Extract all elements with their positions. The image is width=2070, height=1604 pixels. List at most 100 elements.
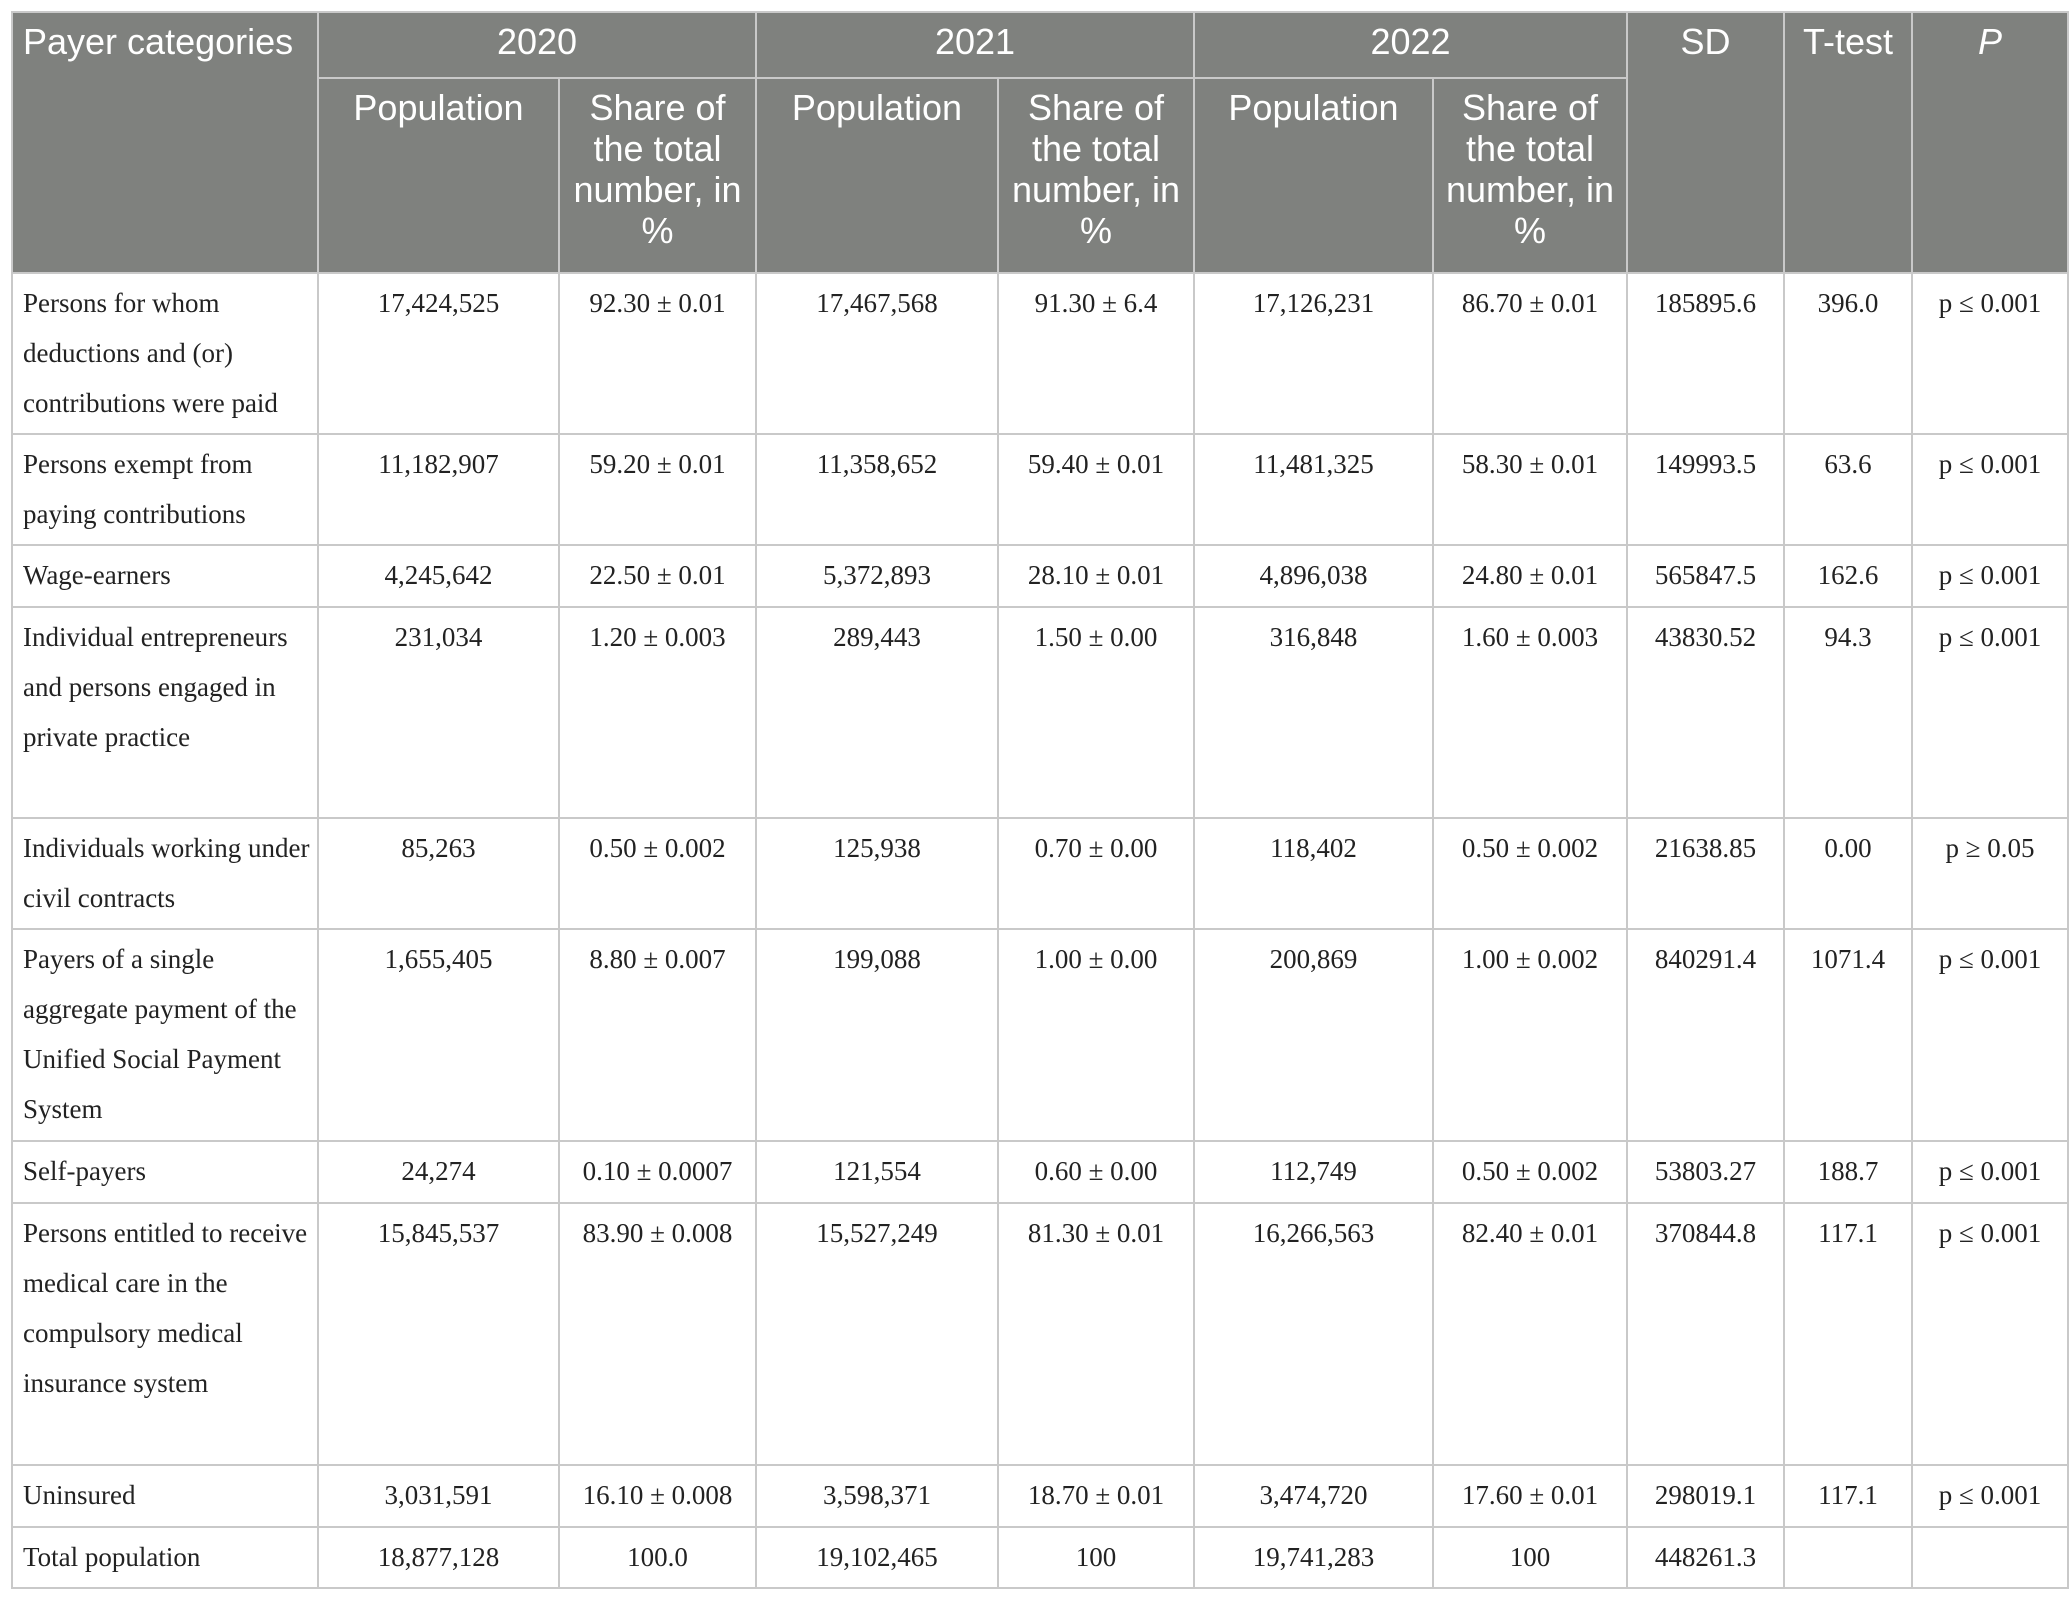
table-cell: 121,554 (755, 1140, 999, 1204)
table-cell: 1071.4 (1783, 928, 1913, 1142)
header-cell: P (1911, 11, 2069, 274)
header-cell: Population (755, 77, 999, 274)
header-cell: Share of the total number, in % (558, 77, 757, 274)
table-cell: 83.90 ± 0.008 (558, 1202, 757, 1466)
row-label: Persons exempt from paying contributions (11, 433, 319, 546)
table-cell: p ≤ 0.001 (1911, 272, 2069, 435)
table-cell: 370844.8 (1626, 1202, 1785, 1466)
table-cell: 840291.4 (1626, 928, 1785, 1142)
table-row: Individual entrepreneurs and persons eng… (11, 606, 2069, 819)
table-cell: 8.80 ± 0.007 (558, 928, 757, 1142)
table-cell: 24,274 (317, 1140, 560, 1204)
table-row: Total population 18,877,128 100.0 19,102,46… (11, 1526, 2069, 1589)
table-cell: p ≤ 0.001 (1911, 606, 2069, 819)
table-cell: 100.0 (558, 1526, 757, 1589)
table-cell: p ≤ 0.001 (1911, 1140, 2069, 1204)
table-cell: 18.70 ± 0.01 (997, 1464, 1195, 1528)
table-cell: 231,034 (317, 606, 560, 819)
table-cell: 11,182,907 (317, 433, 560, 546)
table-cell: p ≤ 0.001 (1911, 928, 2069, 1142)
table-cell: 1.00 ± 0.00 (997, 928, 1195, 1142)
table-cell: 100 (997, 1526, 1195, 1589)
table-cell: 162.6 (1783, 544, 1913, 608)
table-cell: 22.50 ± 0.01 (558, 544, 757, 608)
table-cell: 125,938 (755, 817, 999, 930)
row-label: Wage-earners (11, 544, 319, 608)
table-row: Persons for whom deductions and (or) con… (11, 272, 2069, 435)
table-cell: 298019.1 (1626, 1464, 1785, 1528)
table-cell: 316,848 (1193, 606, 1434, 819)
table-row: Wage-earners 4,245,642 22.50 ± 0.01 5,372,8… (11, 544, 2069, 608)
table-cell: 199,088 (755, 928, 999, 1142)
header-cell: Population (1193, 77, 1434, 274)
table-cell: 100 (1432, 1526, 1628, 1589)
row-label: Individuals working under civil contract… (11, 817, 319, 930)
header-cell: Share of the total number, in % (1432, 77, 1628, 274)
table-cell: 17,467,568 (755, 272, 999, 435)
row-label: Self-payers (11, 1140, 319, 1204)
table-cell: p ≤ 0.001 (1911, 433, 2069, 546)
table-cell: 1.50 ± 0.00 (997, 606, 1195, 819)
table-cell: 17.60 ± 0.01 (1432, 1464, 1628, 1528)
table-cell: 3,031,591 (317, 1464, 560, 1528)
table-cell: 565847.5 (1626, 544, 1785, 608)
table-cell: 0.50 ± 0.002 (1432, 1140, 1628, 1204)
table-cell: 1.20 ± 0.003 (558, 606, 757, 819)
table-row: Persons exempt from paying contributions… (11, 433, 2069, 546)
table-cell: 188.7 (1783, 1140, 1913, 1204)
table-cell: 200,869 (1193, 928, 1434, 1142)
header-cell: Payer categories (11, 11, 319, 274)
row-label: Persons for whom deductions and (or) con… (11, 272, 319, 435)
header-cell: 2022 (1193, 11, 1628, 79)
table-cell: 81.30 ± 0.01 (997, 1202, 1195, 1466)
table-cell: 149993.5 (1626, 433, 1785, 546)
table-cell: 448261.3 (1626, 1526, 1785, 1589)
table-cell: 17,424,525 (317, 272, 560, 435)
row-label: Uninsured (11, 1464, 319, 1528)
table-cell: 118,402 (1193, 817, 1434, 930)
table-cell: 1.00 ± 0.002 (1432, 928, 1628, 1142)
table-cell: p ≥ 0.05 (1911, 817, 2069, 930)
header-cell: 2021 (755, 11, 1195, 79)
table-cell: 117.1 (1783, 1464, 1913, 1528)
row-label: Individual entrepreneurs and persons eng… (11, 606, 319, 819)
table-cell: 53803.27 (1626, 1140, 1785, 1204)
table-cell: 91.30 ± 6.4 (997, 272, 1195, 435)
table-cell (1911, 1526, 2069, 1589)
table-cell: 1,655,405 (317, 928, 560, 1142)
table-cell: 0.50 ± 0.002 (558, 817, 757, 930)
row-label: Persons entitled to receive medical care… (11, 1202, 319, 1466)
table-cell: 59.20 ± 0.01 (558, 433, 757, 546)
header-cell: 2020 (317, 11, 757, 79)
table-cell: 5,372,893 (755, 544, 999, 608)
table-cell: 16,266,563 (1193, 1202, 1434, 1466)
table-row: Payers of a single aggregate payment of … (11, 928, 2069, 1142)
table-cell: 24.80 ± 0.01 (1432, 544, 1628, 608)
table-row: Persons entitled to receive medical care… (11, 1202, 2069, 1466)
table-cell: 112,749 (1193, 1140, 1434, 1204)
header-cell: Share of the total number, in % (997, 77, 1195, 274)
table-cell (1783, 1526, 1913, 1589)
table-cell: 15,527,249 (755, 1202, 999, 1466)
table-cell: 19,102,465 (755, 1526, 999, 1589)
row-label: Payers of a single aggregate payment of … (11, 928, 319, 1142)
table-cell: 43830.52 (1626, 606, 1785, 819)
table-cell: 63.6 (1783, 433, 1913, 546)
table-cell: 59.40 ± 0.01 (997, 433, 1195, 546)
table-cell: 85,263 (317, 817, 560, 930)
table-cell: 58.30 ± 0.01 (1432, 433, 1628, 546)
data-table: Payer categories 2020 2021 2022 SD T-tes… (11, 11, 2069, 1589)
table-cell: 11,358,652 (755, 433, 999, 546)
table-cell: 19,741,283 (1193, 1526, 1434, 1589)
table-cell: 0.70 ± 0.00 (997, 817, 1195, 930)
table-cell: 17,126,231 (1193, 272, 1434, 435)
table-cell: 3,598,371 (755, 1464, 999, 1528)
table-cell: 289,443 (755, 606, 999, 819)
table-cell: 1.60 ± 0.003 (1432, 606, 1628, 819)
table-cell: 92.30 ± 0.01 (558, 272, 757, 435)
table-cell: 16.10 ± 0.008 (558, 1464, 757, 1528)
table-cell: 4,896,038 (1193, 544, 1434, 608)
header-cell: Population (317, 77, 560, 274)
table-cell: p ≤ 0.001 (1911, 1202, 2069, 1466)
